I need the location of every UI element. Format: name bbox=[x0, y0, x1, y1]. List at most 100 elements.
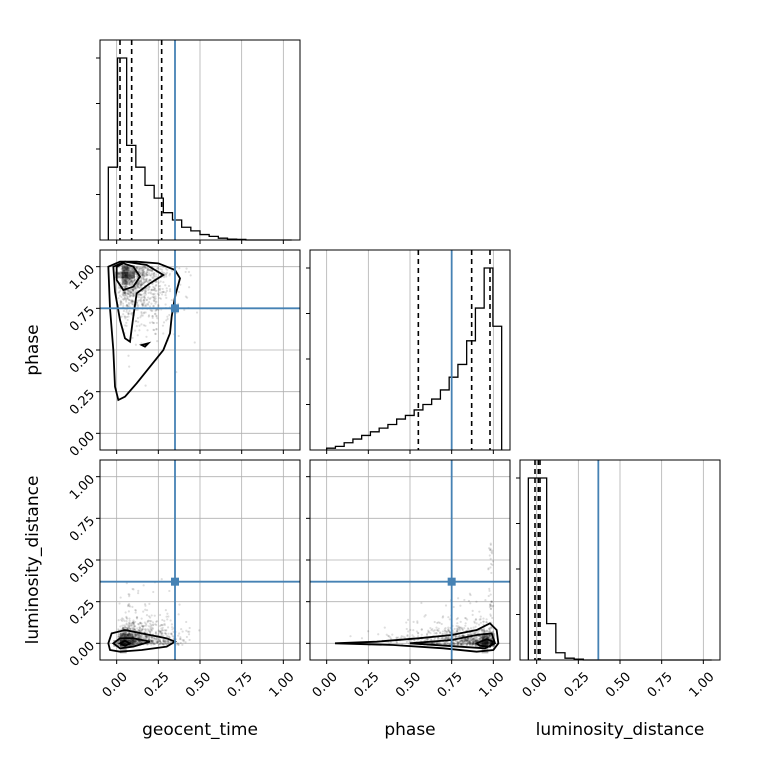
panel-geocent-time-vs-phase-point bbox=[128, 293, 131, 296]
panel-phase-vs-luminosity-distance-point bbox=[483, 629, 486, 632]
panel-geocent-time-vs-luminosity-distance-point bbox=[144, 635, 148, 638]
panel-phase-vs-luminosity-distance-point bbox=[468, 640, 471, 643]
panel-geocent-time-vs-luminosity-distance-point bbox=[125, 633, 128, 636]
panel-geocent-time-vs-luminosity-distance-point bbox=[150, 620, 153, 623]
panel-phase-vs-luminosity-distance-point bbox=[389, 641, 392, 644]
panel-geocent-time-vs-phase-point bbox=[119, 274, 123, 277]
panel-geocent-time-vs-luminosity-distance-point bbox=[152, 643, 155, 646]
panel-geocent-time-vs-phase-point bbox=[124, 293, 127, 297]
panel-phase-vs-luminosity-distance-point bbox=[482, 635, 485, 638]
panel-geocent-time-vs-phase-point bbox=[148, 305, 152, 308]
panel-geocent-time-vs-phase-point bbox=[153, 286, 156, 289]
panel-geocent-time-vs-luminosity-distance-point bbox=[132, 643, 135, 647]
panel-geocent-time-vs-phase-point bbox=[171, 269, 174, 273]
panel-phase-vs-luminosity-distance: 0.00 0.25 0.50 0.75 1.00 bbox=[306, 459, 511, 701]
panel-phase-vs-luminosity-distance-point bbox=[480, 635, 483, 639]
panel-geocent-time-vs-phase-point bbox=[119, 300, 122, 303]
panel-geocent-time-vs-luminosity-distance-point bbox=[167, 635, 170, 638]
panel-phase-vs-luminosity-distance-point bbox=[478, 637, 481, 640]
panel-phase-vs-luminosity-distance-point bbox=[472, 637, 475, 641]
panel-geocent-time-vs-phase-point bbox=[139, 316, 142, 319]
panel-phase-vs-luminosity-distance-point bbox=[455, 627, 459, 630]
panel-geocent-time-vs-phase-point bbox=[130, 280, 133, 284]
panel-phase-vs-luminosity-distance-point bbox=[485, 629, 488, 632]
panel-geocent-time-vs-phase-point bbox=[120, 315, 123, 318]
panel-geocent-time-vs-phase-point bbox=[141, 303, 144, 307]
panel-phase-vs-luminosity-distance-point bbox=[481, 636, 484, 639]
panel-geocent-time-vs-phase-point bbox=[125, 278, 128, 282]
panel-geocent-time-vs-luminosity-distance-point bbox=[156, 641, 159, 644]
panel-geocent-time-vs-luminosity-distance-point bbox=[154, 638, 157, 641]
panel-phase-vs-luminosity-distance-point bbox=[469, 638, 472, 642]
panel-geocent-time-vs-phase-point bbox=[129, 275, 132, 278]
panel-geocent-time-vs-luminosity-distance-point bbox=[161, 632, 164, 635]
panel-geocent-time-vs-phase-point bbox=[142, 292, 146, 295]
panel-geocent-time-vs-phase-point bbox=[134, 286, 137, 289]
panel-phase-vs-luminosity-distance-point bbox=[482, 617, 485, 620]
panel-geocent-time-vs-luminosity-distance-point bbox=[168, 636, 171, 639]
panel-geocent-time-vs-luminosity-distance-point bbox=[136, 634, 139, 638]
panel-geocent-time-vs-phase-point bbox=[128, 298, 131, 301]
panel-geocent-time-vs-phase-point bbox=[145, 279, 148, 282]
panel-phase-vs-luminosity-distance-point bbox=[453, 642, 457, 645]
panel-phase-vs-luminosity-distance-point bbox=[476, 639, 479, 642]
panel-phase-vs-luminosity-distance-point bbox=[468, 640, 471, 643]
panel-geocent-time-vs-phase-point bbox=[146, 274, 149, 277]
panel-phase-vs-luminosity-distance-point bbox=[430, 642, 433, 645]
panel-geocent-time-vs-phase-density-cell bbox=[128, 271, 135, 279]
panel-geocent-time-vs-luminosity-distance-point bbox=[141, 625, 145, 628]
panel-phase-vs-luminosity-distance-point bbox=[437, 621, 440, 624]
panel-geocent-time-vs-luminosity-distance-point bbox=[146, 621, 149, 624]
panel-geocent-time-vs-luminosity-distance-point bbox=[177, 643, 180, 646]
panel-phase-vs-luminosity-distance-point bbox=[429, 626, 432, 630]
panel-geocent-time-vs-phase-point bbox=[124, 282, 128, 285]
panel-phase-vs-luminosity-distance-point bbox=[461, 628, 465, 631]
panel-phase-vs-luminosity-distance-point bbox=[462, 640, 465, 643]
panel-geocent-time-vs-luminosity-distance-point bbox=[143, 628, 147, 631]
hist-phase-panel bbox=[306, 249, 511, 454]
panel-phase-vs-luminosity-distance-point bbox=[486, 636, 490, 639]
panel-geocent-time-vs-phase-point bbox=[140, 269, 143, 272]
panel-phase-vs-luminosity-distance-point bbox=[471, 609, 474, 612]
panel-phase-vs-luminosity-distance-point bbox=[467, 640, 470, 643]
panel-geocent-time-vs-phase-point bbox=[147, 279, 151, 282]
panel-phase-vs-luminosity-distance-point bbox=[445, 636, 449, 640]
hist-geocent-time-histogram-step bbox=[107, 57, 292, 241]
panel-phase-vs-luminosity-distance-point bbox=[464, 638, 467, 641]
panel-phase-vs-luminosity-distance-point bbox=[467, 638, 470, 642]
panel-geocent-time-vs-phase-density-cell bbox=[121, 265, 129, 272]
panel-geocent-time-vs-phase-point bbox=[117, 272, 120, 275]
panel-phase-vs-luminosity-distance-point bbox=[475, 600, 478, 603]
panel-geocent-time-vs-luminosity-distance-point bbox=[145, 636, 149, 639]
panel-geocent-time-vs-luminosity-distance-point bbox=[127, 626, 131, 629]
panel-geocent-time-vs-luminosity-distance-point bbox=[117, 635, 120, 638]
panel-phase-vs-luminosity-distance-point bbox=[488, 635, 491, 638]
panel-geocent-time-vs-luminosity-distance-point bbox=[128, 595, 131, 598]
panel-geocent-time-vs-phase-point bbox=[133, 272, 136, 275]
panel-phase-vs-luminosity-distance-point bbox=[485, 636, 488, 639]
panel-phase-vs-luminosity-distance-point bbox=[439, 631, 442, 634]
panel-geocent-time-vs-phase-point bbox=[150, 272, 153, 275]
panel-geocent-time-vs-luminosity-distance-point bbox=[142, 640, 145, 644]
panel-geocent-time-vs-phase-point bbox=[135, 308, 138, 311]
panel-geocent-time-vs-phase-point bbox=[130, 290, 133, 293]
panel-geocent-time-vs-phase-point bbox=[143, 274, 146, 277]
panel-geocent-time-vs-phase-point bbox=[130, 275, 133, 278]
panel-geocent-time-vs-luminosity-distance-point bbox=[150, 639, 153, 643]
panel-geocent-time-vs-phase-point bbox=[123, 279, 126, 282]
panel-phase-vs-luminosity-distance-point bbox=[472, 638, 475, 641]
panel-phase-vs-luminosity-distance-point bbox=[485, 618, 488, 621]
panel-geocent-time-vs-luminosity-distance-point bbox=[133, 641, 136, 644]
panel-geocent-time-vs-luminosity-distance-point bbox=[134, 639, 137, 643]
panel-geocent-time-vs-phase-point bbox=[118, 294, 122, 297]
panel-geocent-time-vs-luminosity-distance-point bbox=[132, 626, 135, 630]
panel-geocent-time-vs-phase-point bbox=[152, 321, 155, 325]
panel-phase-vs-luminosity-distance-point bbox=[445, 636, 448, 639]
panel-geocent-time-vs-phase-point bbox=[140, 275, 143, 278]
panel-geocent-time-vs-phase-point bbox=[125, 267, 128, 270]
panel-geocent-time-vs-luminosity-distance-point bbox=[152, 636, 156, 640]
panel-geocent-time-vs-phase-point bbox=[135, 304, 138, 307]
panel-phase-vs-luminosity-distance-point bbox=[489, 566, 492, 569]
panel-geocent-time-vs-luminosity-distance-point bbox=[133, 639, 136, 642]
panel-geocent-time-vs-luminosity-distance-point bbox=[131, 587, 134, 591]
